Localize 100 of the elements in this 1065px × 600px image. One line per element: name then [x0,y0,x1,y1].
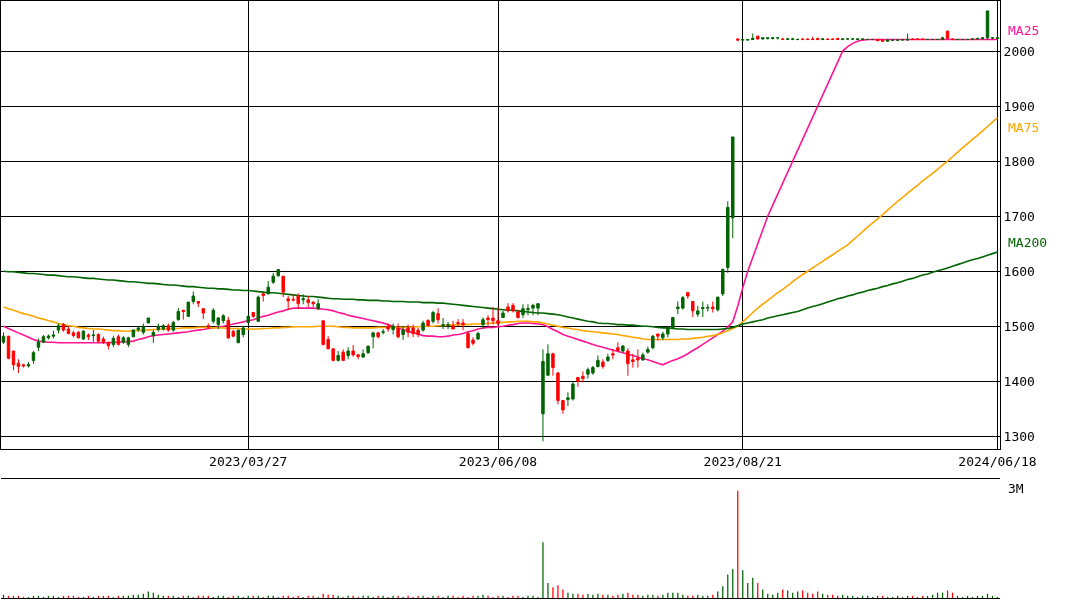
candlestick [346,346,350,360]
candlestick [596,354,600,369]
x-tick-label: 2023/03/27 [209,453,288,469]
candlestick [616,341,620,353]
candlestick [501,310,505,319]
candlestick [900,39,905,42]
candlestick [421,320,425,333]
candlestick [840,37,845,41]
candlestick [686,291,690,300]
candlestick [146,317,151,324]
candlestick [905,32,910,42]
candlestick [995,36,1000,40]
candlestick [476,331,480,341]
candlestick [206,323,211,330]
candlestick [81,329,86,341]
candlestick [16,358,21,374]
candlestick [621,344,625,354]
x-tick-label: 2023/06/08 [458,453,538,469]
candlestick [915,37,920,41]
candlestick [366,345,370,355]
candlestick [121,335,126,345]
candlestick [790,37,795,41]
candlestick [41,334,46,344]
candlestick [426,319,430,327]
candlestick [51,330,56,339]
candlestick [756,35,760,41]
candlestick [246,314,250,325]
candlestick [980,37,985,41]
candlestick [391,323,395,336]
candlestick [201,307,206,320]
candlestick [646,346,650,355]
candlestick [181,309,186,321]
candlestick [261,292,265,302]
candlestick [336,350,340,362]
candlestick [835,37,840,41]
candlestick [131,329,136,338]
candlestick [386,323,390,333]
y-tick-label: 1300 [1003,428,1035,444]
candlestick [481,316,485,330]
y-tick-label: 1500 [1003,318,1035,334]
candlestick [11,350,16,371]
candlestick [880,39,885,43]
candlestick [101,336,106,345]
candlestick [875,38,880,42]
candlestick [970,37,975,41]
candlestick [171,320,176,333]
candlestick [451,320,455,330]
y-tick-label: 1400 [1003,373,1035,389]
candlestick [166,323,171,333]
candlestick [36,337,41,352]
candlestick [251,311,255,319]
candlestick [860,38,865,41]
candlestick [431,310,435,325]
candlestick [606,353,610,363]
candlestick [920,37,925,41]
candlestick [281,275,285,298]
candlestick [86,332,91,341]
candlestick [611,348,615,360]
candlestick [696,305,700,318]
series-label: MA200 [1008,235,1048,250]
candlestick [91,329,96,343]
candlestick [401,325,405,341]
candlestick [396,323,400,339]
y-tick-label: 1900 [1003,98,1035,114]
candlestick [256,294,260,323]
candlestick [656,333,660,342]
text: 3M [1008,481,1024,496]
candlestick [381,328,385,336]
candlestick [61,322,66,333]
candlestick [601,358,605,370]
candlestick [820,37,825,41]
y-tick-label: 1600 [1003,263,1035,279]
candlestick [950,37,955,41]
candlestick [211,307,216,325]
line-series [2,38,999,366]
y-tick-label: 1800 [1003,153,1035,169]
candlestick [716,296,720,312]
candlestick [151,329,156,344]
candlestick [691,301,695,318]
candlestick [436,307,440,325]
series-label: MA25 [1008,23,1040,38]
candlestick [711,301,715,314]
candlestick [96,332,101,344]
candlestick [641,352,645,362]
candlestick [651,334,655,350]
line-series [2,116,999,341]
candlestick [111,335,116,348]
candlestick [276,268,280,278]
candlestick [66,325,71,336]
candlestick [975,37,980,41]
series-label: MA75 [1008,120,1040,135]
candlestick [815,37,820,41]
candlestick [176,307,181,322]
y-tick-label: 2000 [1003,43,1035,59]
candlestick [71,330,76,338]
candlestick [341,348,345,362]
candlestick [1,331,6,345]
candlestick [116,334,121,347]
candlestick [301,293,305,305]
x-tick-label: 2024/06/18 [958,453,1037,469]
